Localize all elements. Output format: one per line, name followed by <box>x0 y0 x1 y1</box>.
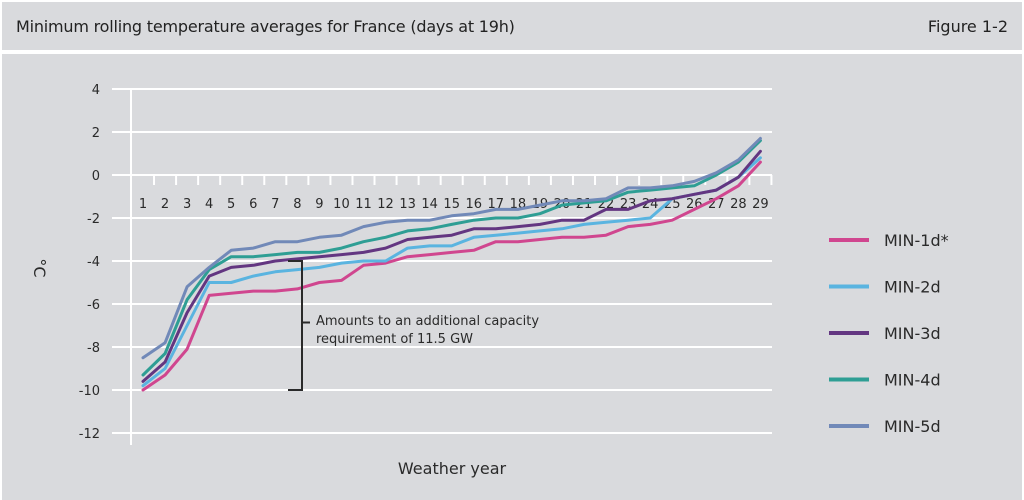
x-tick-label: 4 <box>205 197 213 212</box>
y-axis-label: °C <box>30 258 49 277</box>
legend-label: MIN-3d <box>884 324 941 343</box>
y-tick-label: -4 <box>87 255 100 270</box>
x-tick-label: 15 <box>443 197 460 212</box>
x-tick-label: 29 <box>752 197 769 212</box>
legend: MIN-1d* MIN-2d MIN-3d MIN-4d MIN-5d <box>829 231 949 436</box>
series-line-min-5d <box>141 136 762 360</box>
series-line-min-1d <box>141 160 762 392</box>
y-tick-label: -6 <box>87 298 100 313</box>
y-tick-label: -10 <box>79 384 100 399</box>
series-line-min-4d <box>141 139 762 377</box>
y-tick-label: -8 <box>87 341 100 356</box>
x-tick-label: 7 <box>271 197 279 212</box>
chart-title: Minimum rolling temperature averages for… <box>16 17 515 36</box>
y-tick-label: -12 <box>79 427 100 442</box>
x-tick-label: 6 <box>249 197 257 212</box>
legend-label: MIN-1d* <box>884 231 949 250</box>
y-tick-label: 0 <box>92 169 100 184</box>
legend-label: MIN-2d <box>884 278 941 297</box>
y-tick-labels: 4 2 0 -2 -4 -6 -8 -10 -12 <box>79 83 100 442</box>
series-line-min-2d <box>141 156 762 388</box>
x-tick-label: 5 <box>227 197 235 212</box>
figure-header: Minimum rolling temperature averages for… <box>2 2 1022 50</box>
figure-label: Figure 1-2 <box>927 17 1008 36</box>
y-tick-label: -2 <box>87 212 100 227</box>
legend-label: MIN-5d <box>884 417 941 436</box>
x-tick-label: 2 <box>161 197 169 212</box>
x-tick-label: 28 <box>730 197 747 212</box>
x-tick-label: 14 <box>421 197 438 212</box>
legend-label: MIN-4d <box>884 371 941 390</box>
x-axis-label: Weather year <box>398 459 507 478</box>
annotation: Amounts to an additional capacity require… <box>288 260 539 391</box>
x-tick-label: 3 <box>183 197 191 212</box>
x-tick-label: 13 <box>399 197 416 212</box>
x-tick-label: 12 <box>377 197 394 212</box>
x-tick-label: 11 <box>355 197 372 212</box>
annotation-bracket <box>288 260 303 391</box>
annotation-text: Amounts to an additional capacity <box>316 314 539 329</box>
series-lines <box>141 136 762 392</box>
x-tick-label: 10 <box>333 197 350 212</box>
y-tick-label: 4 <box>92 83 100 98</box>
y-tick-label: 2 <box>92 126 100 141</box>
annotation-text: requirement of 11.5 GW <box>316 332 473 347</box>
x-tick-label: 1 <box>139 197 147 212</box>
x-tick-label: 8 <box>293 197 301 212</box>
x-axis: 1 2 3 4 5 6 7 8 9 10 11 12 13 14 15 16 17 18 19 20 21 22 23 24 2… <box>139 175 773 212</box>
x-tick-label: 9 <box>315 197 323 212</box>
x-tick-label: 16 <box>465 197 482 212</box>
series-line-min-3d <box>141 149 762 383</box>
